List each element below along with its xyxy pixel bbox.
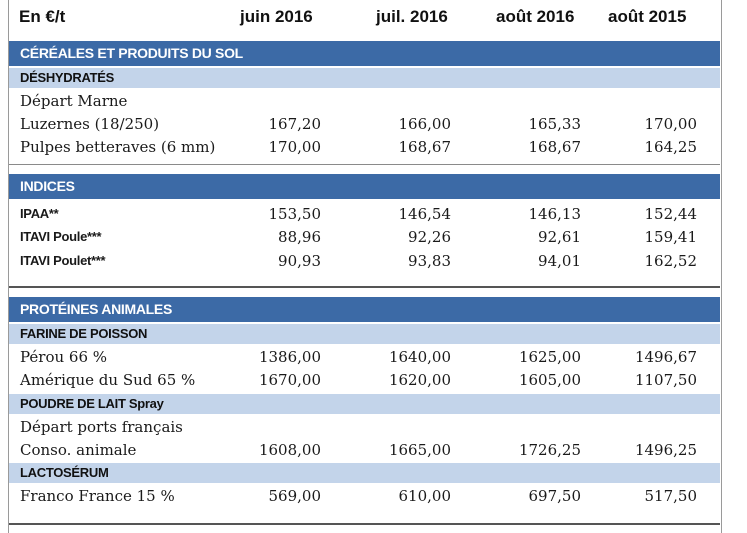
cell-value: 1670,00 (258, 371, 321, 389)
table-row: Franco France 15 % 569,00 610,00 697,50 … (9, 485, 720, 507)
column-header-juin-2016: juin 2016 (240, 7, 313, 26)
cell-value: 1608,00 (258, 441, 321, 459)
cell-value: 146,13 (528, 205, 582, 223)
cell-value: 1620,00 (388, 371, 451, 389)
cell-value: 610,00 (398, 487, 452, 505)
row-label: Départ ports français (20, 418, 183, 436)
row-label: ITAVI Poule*** (20, 229, 102, 244)
cell-value: 159,41 (644, 228, 698, 246)
cell-value: 1665,00 (388, 441, 451, 459)
cell-value: 569,00 (268, 487, 322, 505)
cell-value: 170,00 (644, 115, 698, 133)
row-label: Départ Marne (20, 92, 128, 110)
cell-value: 1496,67 (634, 348, 697, 366)
cell-value: 146,54 (398, 205, 452, 223)
table-row: ITAVI Poulet*** 90,93 93,83 94,01 162,52 (9, 250, 720, 272)
cell-value: 1107,50 (634, 371, 697, 389)
subsection-header: DÉSHYDRATÉS (9, 68, 720, 88)
cell-value: 90,93 (278, 252, 321, 270)
table-row: Pérou 66 % 1386,00 1640,00 1625,00 1496,… (9, 346, 720, 368)
cell-value: 88,96 (278, 228, 321, 246)
cell-value: 517,50 (644, 487, 698, 505)
cell-value: 165,33 (528, 115, 582, 133)
cell-value: 162,52 (644, 252, 698, 270)
column-header-aout-2016: août 2016 (496, 7, 575, 26)
table-row: Luzernes (18/250) 167,20 166,00 165,33 1… (9, 113, 720, 135)
cell-value: 1726,25 (518, 441, 581, 459)
section-header: CÉRÉALES ET PRODUITS DU SOL (9, 41, 720, 66)
table-row: Amérique du Sud 65 % 1670,00 1620,00 160… (9, 369, 720, 391)
cell-value: 168,67 (398, 138, 452, 156)
subsection-header: FARINE DE POISSON (9, 324, 720, 344)
subsection-header: POUDRE DE LAIT Spray (9, 394, 720, 414)
cell-value: 1386,00 (258, 348, 321, 366)
subsection-header: LACTOSÉRUM (9, 463, 720, 483)
cell-value: 170,00 (268, 138, 322, 156)
cell-value: 167,20 (268, 115, 322, 133)
column-header-aout-2015: août 2015 (608, 7, 687, 26)
table-frame (8, 0, 722, 533)
cell-value: 164,25 (644, 138, 698, 156)
cell-value: 92,61 (538, 228, 581, 246)
section-header: PROTÉINES ANIMALES (9, 297, 720, 322)
cell-value: 93,83 (408, 252, 451, 270)
row-label: ITAVI Poulet*** (20, 253, 106, 268)
row-label: Amérique du Sud 65 % (20, 371, 196, 389)
row-label: Pérou 66 % (20, 348, 108, 366)
table-row: IPAA** 153,50 146,54 146,13 152,44 (9, 203, 720, 225)
cell-value: 166,00 (398, 115, 452, 133)
table-row: Départ ports français (9, 416, 720, 438)
cell-value: 152,44 (644, 205, 698, 223)
row-label: IPAA** (20, 206, 59, 221)
section-header: INDICES (9, 174, 720, 199)
cell-value: 1640,00 (388, 348, 451, 366)
cell-value: 1605,00 (518, 371, 581, 389)
cell-value: 697,50 (528, 487, 582, 505)
cell-value: 168,67 (528, 138, 582, 156)
divider (9, 164, 720, 165)
cell-value: 92,26 (408, 228, 451, 246)
table-header: En €/t juin 2016 juil. 2016 août 2016 ao… (8, 0, 720, 36)
cell-value: 1496,25 (634, 441, 697, 459)
divider (9, 523, 720, 525)
column-header-juil-2016: juil. 2016 (376, 7, 448, 26)
row-label: Luzernes (18/250) (20, 115, 160, 133)
unit-label: En €/t (19, 7, 66, 26)
cell-value: 153,50 (268, 205, 322, 223)
table-row: Départ Marne (9, 90, 720, 112)
cell-value: 1625,00 (518, 348, 581, 366)
table-row: Pulpes betteraves (6 mm) 170,00 168,67 1… (9, 136, 720, 158)
table-row: ITAVI Poule*** 88,96 92,26 92,61 159,41 (9, 226, 720, 248)
table-row: Conso. animale 1608,00 1665,00 1726,25 1… (9, 439, 720, 461)
row-label: Pulpes betteraves (6 mm) (20, 138, 216, 156)
divider (9, 286, 720, 288)
row-label: Conso. animale (20, 441, 137, 459)
row-label: Franco France 15 % (20, 487, 175, 505)
cell-value: 94,01 (538, 252, 581, 270)
